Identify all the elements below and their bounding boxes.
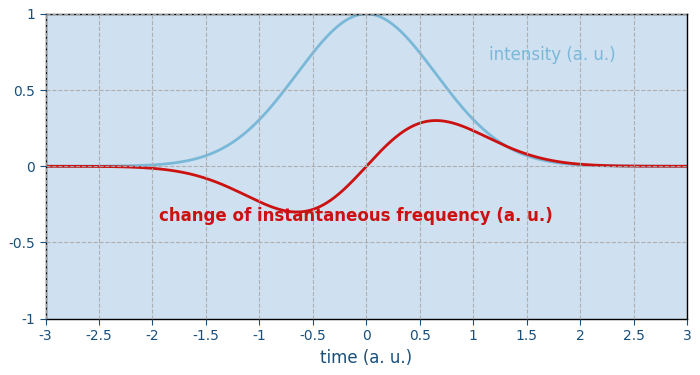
X-axis label: time (a. u.): time (a. u.) xyxy=(321,349,412,367)
Text: intensity (a. u.): intensity (a. u.) xyxy=(489,46,616,63)
Text: change of instantaneous frequency (a. u.): change of instantaneous frequency (a. u.… xyxy=(159,207,552,225)
